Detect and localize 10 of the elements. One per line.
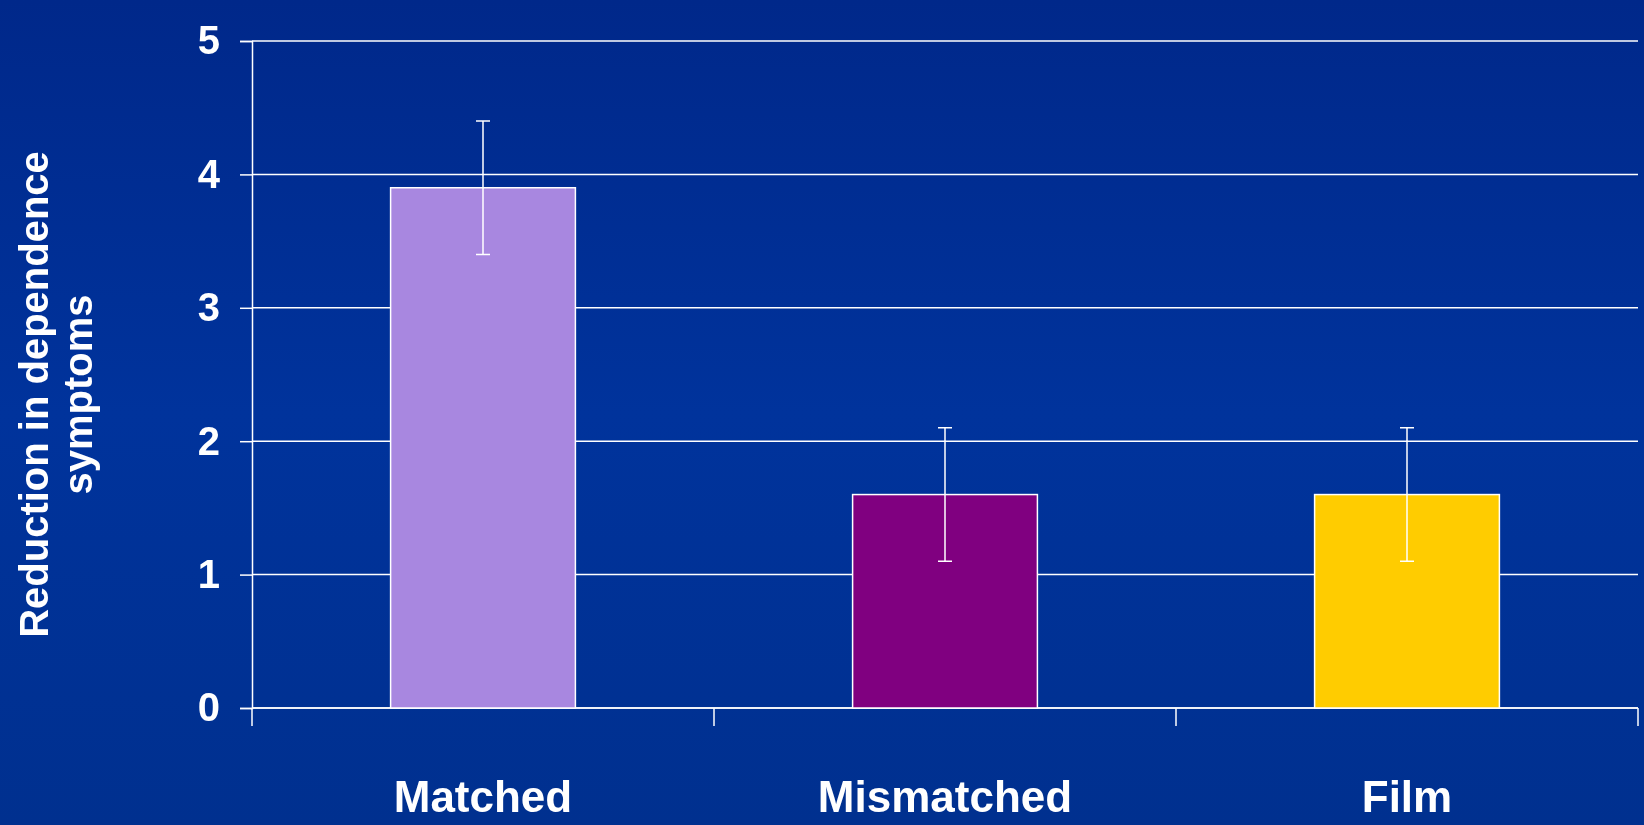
x-tick-label: Film bbox=[1361, 772, 1453, 821]
y-axis-title: Reduction in dependence symptoms bbox=[12, 151, 100, 638]
x-tick-label: Mismatched bbox=[817, 772, 1073, 821]
y-tick-label: 1 bbox=[197, 551, 220, 596]
y-tick-label: 0 bbox=[197, 685, 220, 730]
y-tick-label: 5 bbox=[197, 18, 220, 63]
y-tick-label: 4 bbox=[197, 151, 221, 196]
y-tick-label: 2 bbox=[197, 418, 220, 463]
y-tick-label: 3 bbox=[197, 285, 220, 330]
x-tick-label: Matched bbox=[393, 772, 573, 821]
